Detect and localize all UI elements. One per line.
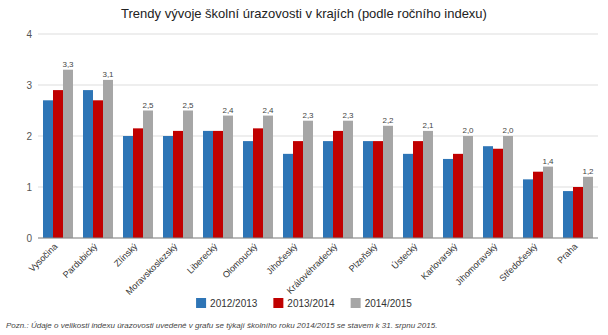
title: Trendy vývoje školní úrazovosti v krajíc… xyxy=(121,6,487,21)
x-tick-label: Zlínský xyxy=(112,241,140,269)
data-label: 2,5 xyxy=(182,101,194,110)
footnote: Pozn.: Údaje o velikosti indexu úrazovos… xyxy=(6,321,437,330)
bar xyxy=(213,131,223,238)
bar xyxy=(293,141,303,238)
bar xyxy=(453,154,463,238)
bar xyxy=(93,100,103,238)
bar xyxy=(373,141,383,238)
x-tick-label: Liberecký xyxy=(185,241,220,276)
data-label: 2,5 xyxy=(142,101,154,110)
data-labels: 3,3 3,1 2,5 2,5 2,4 2,4 2,3 2,3 2,2 2,1 2,0 2,0 1,4 1… xyxy=(62,60,594,176)
y-tick-label: 2 xyxy=(26,131,32,142)
x-tick-label: Pardubický xyxy=(61,241,100,280)
data-label: 2,4 xyxy=(262,106,274,115)
bar xyxy=(133,128,143,238)
legend-item: 2012/2013 xyxy=(196,298,258,309)
bar xyxy=(243,141,253,238)
grid-line xyxy=(38,85,598,86)
grid xyxy=(38,34,598,238)
y-tick-label: 0 xyxy=(26,233,32,244)
legend-swatch xyxy=(273,298,283,308)
legend-item: 2013/2014 xyxy=(273,298,335,309)
bar xyxy=(423,131,433,238)
bar xyxy=(83,90,93,238)
bar xyxy=(263,116,273,238)
bar xyxy=(43,100,53,238)
bar xyxy=(543,167,553,238)
legend-swatch xyxy=(351,298,361,308)
data-label: 2,0 xyxy=(502,126,514,135)
bar xyxy=(503,136,513,238)
data-label: 2,4 xyxy=(222,106,234,115)
bar xyxy=(483,146,493,238)
legend-label: 2013/2014 xyxy=(287,298,335,309)
bar xyxy=(163,136,173,238)
data-label: 2,1 xyxy=(422,121,434,130)
data-label: 2,2 xyxy=(382,116,394,125)
x-tick-label: Karlovarský xyxy=(419,241,460,282)
legend-item: 2014/2015 xyxy=(351,298,413,309)
legend-swatch xyxy=(196,298,206,308)
data-label: 1,2 xyxy=(582,167,594,176)
y-tick-label: 4 xyxy=(26,29,32,40)
bar xyxy=(413,141,423,238)
bar xyxy=(563,191,573,238)
bar xyxy=(173,131,183,238)
bar xyxy=(283,154,293,238)
data-label: 3,1 xyxy=(102,70,114,79)
bar xyxy=(443,159,453,238)
bar xyxy=(143,111,153,239)
bar xyxy=(323,141,333,238)
legend: 2012/2013 2013/2014 2014/2015 xyxy=(196,298,412,309)
bar xyxy=(253,128,263,238)
x-tick-label: Královéhradecký xyxy=(285,241,340,296)
bars xyxy=(43,70,593,238)
x-tick-label: Plzeňský xyxy=(347,241,380,274)
bar xyxy=(383,126,393,238)
x-tick-label: Praha xyxy=(555,241,579,265)
chart: Trendy vývoje školní úrazovosti v krajíc… xyxy=(0,0,608,335)
bar xyxy=(103,80,113,238)
bar xyxy=(53,90,63,238)
bar xyxy=(533,172,543,238)
bar xyxy=(123,136,133,238)
legend-label: 2012/2013 xyxy=(210,298,258,309)
bar xyxy=(223,116,233,238)
bar xyxy=(573,187,583,238)
data-label: 2,0 xyxy=(462,126,474,135)
x-tick-label: Vysočina xyxy=(27,241,60,274)
bar xyxy=(303,121,313,238)
x-tick-label: Moravskoslezský xyxy=(124,241,180,297)
grid-line xyxy=(38,136,598,137)
legend-label: 2014/2015 xyxy=(365,298,413,309)
x-tick-label: Jihočeský xyxy=(264,241,299,276)
bar xyxy=(523,179,533,238)
bar xyxy=(363,141,373,238)
grid-line xyxy=(38,34,598,35)
bar xyxy=(63,70,73,238)
grid-line xyxy=(38,187,598,188)
data-label: 2,3 xyxy=(342,111,354,120)
x-tick-label: Středočeský xyxy=(497,241,539,283)
x-tick-label: Jihomoravský xyxy=(453,241,499,287)
data-label: 2,3 xyxy=(302,111,314,120)
bar xyxy=(343,121,353,238)
bar xyxy=(203,131,213,238)
x-tick-label: Ústecký xyxy=(390,241,420,271)
bar xyxy=(333,131,343,238)
y-tick-label: 1 xyxy=(26,182,32,193)
grid-line xyxy=(38,238,598,239)
bar xyxy=(493,149,503,238)
bar xyxy=(183,111,193,239)
bar xyxy=(403,154,413,238)
x-tick-label: Olomoucký xyxy=(221,241,260,280)
data-label: 1,4 xyxy=(542,157,554,166)
data-label: 3,3 xyxy=(62,60,74,69)
x-axis-line xyxy=(38,238,598,239)
bar xyxy=(583,177,593,238)
bar xyxy=(463,136,473,238)
y-tick-label: 3 xyxy=(26,80,32,91)
